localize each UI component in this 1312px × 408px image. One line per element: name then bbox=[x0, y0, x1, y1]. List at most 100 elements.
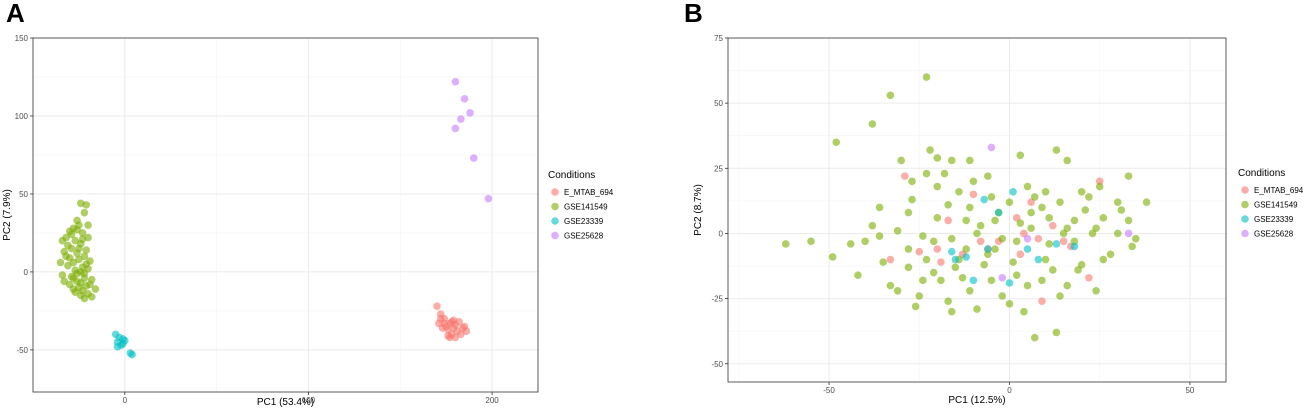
data-point bbox=[875, 203, 884, 212]
data-point bbox=[462, 327, 471, 335]
x-tick-label: 0 bbox=[123, 396, 128, 405]
data-point bbox=[937, 276, 945, 285]
series-gse141549 bbox=[781, 73, 1151, 342]
data-point bbox=[1131, 234, 1140, 243]
plot-frame bbox=[32, 37, 539, 393]
y-tick-label: -50 bbox=[16, 346, 28, 355]
data-point bbox=[1005, 300, 1014, 308]
x-tick-label: 100 bbox=[302, 396, 316, 405]
data-point bbox=[929, 268, 938, 277]
data-point bbox=[1034, 255, 1043, 264]
data-point bbox=[987, 193, 996, 201]
data-point bbox=[1088, 229, 1097, 238]
data-point bbox=[119, 339, 127, 348]
data-point bbox=[919, 276, 927, 285]
data-point bbox=[998, 292, 1007, 300]
data-point bbox=[919, 232, 927, 240]
data-point bbox=[1117, 206, 1126, 214]
data-point bbox=[447, 318, 456, 326]
x-axis-title: PC1 (12.5%) bbox=[948, 395, 1005, 406]
data-point bbox=[987, 276, 996, 285]
data-point bbox=[868, 221, 877, 230]
data-point bbox=[76, 279, 85, 287]
data-point bbox=[937, 258, 945, 266]
data-point bbox=[854, 271, 862, 279]
data-point bbox=[1063, 156, 1072, 165]
data-point bbox=[1070, 242, 1079, 251]
y-tick-label: 150 bbox=[15, 34, 29, 43]
data-point bbox=[1016, 219, 1025, 227]
data-point bbox=[922, 169, 931, 178]
panel-a: A 0 100 200 -50 0 50 100 150 PC1 (53.4%) PC2 (7.9%… bbox=[2, 0, 614, 408]
panel-letter: B bbox=[684, 0, 703, 28]
data-point bbox=[1009, 187, 1017, 196]
data-point bbox=[980, 260, 989, 269]
data-point bbox=[80, 294, 89, 303]
legend-label: GSE25628 bbox=[1254, 230, 1294, 239]
y-tick-label: 100 bbox=[15, 112, 29, 121]
data-point bbox=[980, 195, 989, 204]
data-point bbox=[1099, 214, 1108, 222]
data-point bbox=[67, 230, 76, 239]
data-point bbox=[998, 273, 1007, 282]
data-point bbox=[1092, 286, 1100, 295]
legend-key bbox=[551, 231, 559, 240]
data-point bbox=[984, 172, 992, 180]
legend-label: GSE141549 bbox=[564, 203, 608, 212]
y-tick-label: 25 bbox=[714, 164, 723, 173]
legend-label: E_MTAB_694 bbox=[564, 188, 614, 197]
data-point bbox=[1045, 214, 1053, 222]
series-gse25628 bbox=[451, 77, 493, 203]
data-point bbox=[807, 237, 815, 246]
data-point bbox=[886, 91, 895, 100]
data-point bbox=[987, 143, 996, 152]
data-point bbox=[933, 182, 942, 191]
data-point bbox=[56, 258, 65, 267]
data-point bbox=[1038, 297, 1046, 306]
y-tick-label: 75 bbox=[714, 34, 723, 43]
data-point bbox=[991, 216, 999, 225]
data-point bbox=[58, 271, 67, 279]
data-point bbox=[451, 333, 460, 342]
data-point bbox=[69, 258, 78, 267]
data-point bbox=[60, 277, 69, 286]
data-point bbox=[998, 234, 1007, 243]
data-point bbox=[991, 245, 999, 253]
data-point bbox=[1056, 198, 1064, 206]
data-point bbox=[984, 245, 992, 253]
data-point bbox=[962, 253, 970, 261]
data-point bbox=[466, 109, 474, 117]
data-point bbox=[1012, 271, 1021, 279]
data-point bbox=[128, 350, 136, 359]
data-point bbox=[91, 285, 100, 293]
data-point bbox=[82, 246, 91, 254]
data-point bbox=[904, 245, 913, 253]
data-point bbox=[1034, 234, 1043, 243]
data-point bbox=[73, 216, 81, 225]
panel-letter: A bbox=[6, 0, 25, 28]
data-point bbox=[933, 154, 942, 162]
legend-title: Conditions bbox=[548, 170, 595, 181]
data-point bbox=[75, 255, 83, 264]
y-tick-label: -50 bbox=[711, 360, 723, 369]
data-point bbox=[929, 237, 938, 246]
y-tick-label: -25 bbox=[711, 295, 723, 304]
data-point bbox=[944, 297, 952, 306]
series-e-mtab-694 bbox=[433, 302, 471, 342]
data-point bbox=[1012, 237, 1021, 246]
data-point bbox=[969, 190, 978, 199]
data-point bbox=[73, 269, 81, 278]
series-gse23339 bbox=[111, 330, 136, 359]
data-point bbox=[86, 280, 94, 289]
data-point bbox=[1027, 224, 1035, 233]
legend-label: GSE141549 bbox=[1254, 201, 1298, 210]
data-point bbox=[1030, 193, 1039, 201]
data-point bbox=[1056, 292, 1064, 300]
data-point bbox=[897, 156, 906, 165]
data-point bbox=[1070, 237, 1079, 246]
data-point bbox=[926, 146, 934, 154]
data-point bbox=[951, 263, 960, 272]
data-point bbox=[1016, 250, 1025, 259]
data-point bbox=[80, 269, 89, 278]
